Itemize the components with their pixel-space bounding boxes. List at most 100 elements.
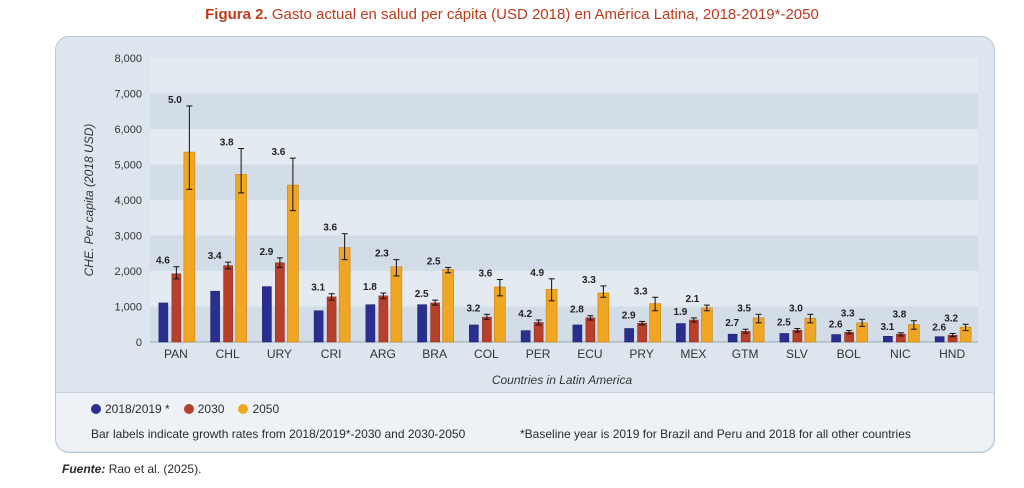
legend-label-2018: 2018/2019 * xyxy=(105,402,170,416)
grid-bands xyxy=(150,58,978,343)
y-tick-label: 7,000 xyxy=(114,89,142,101)
bars xyxy=(158,151,972,343)
data-label-ARG-1: 1.8 xyxy=(363,282,377,293)
note-bar-labels: Bar labels indicate growth rates from 20… xyxy=(91,427,466,441)
grid-band xyxy=(150,200,978,236)
bar-URY-1 xyxy=(275,262,285,343)
grid-band xyxy=(150,58,978,94)
bar-ARG-0 xyxy=(365,304,376,343)
legend-label-2030: 2030 xyxy=(197,402,225,416)
data-label-SLV-2: 3.0 xyxy=(789,303,803,314)
data-label-CHL-2: 3.8 xyxy=(220,138,234,149)
data-label-URY-1: 2.9 xyxy=(259,247,273,258)
data-label-MEX-1: 1.9 xyxy=(673,307,687,318)
category-label-COL: COL xyxy=(474,347,499,361)
data-label-CRI-2: 3.6 xyxy=(323,223,337,234)
bar-NIC-0 xyxy=(883,336,893,343)
grid-band xyxy=(150,271,978,307)
bar-PRY-0 xyxy=(624,328,634,343)
legend-swatch-2050 xyxy=(238,404,249,414)
bar-CRI-0 xyxy=(313,310,324,343)
grid-band xyxy=(150,164,978,200)
bar-COL-0 xyxy=(469,324,479,343)
data-label-ECU-2: 3.3 xyxy=(582,275,596,286)
data-label-MEX-2: 2.1 xyxy=(685,294,699,305)
figure-title-text: Gasto actual en salud per cápita (USD 20… xyxy=(271,6,819,23)
category-label-PER: PER xyxy=(526,347,551,361)
y-tick-label: 1,000 xyxy=(114,302,142,314)
bar-SLV-0 xyxy=(779,333,790,343)
data-label-GTM-2: 3.5 xyxy=(737,303,751,314)
source-label: Fuente: xyxy=(62,462,106,476)
bar-PRY-1 xyxy=(637,322,647,343)
bar-BRA-1 xyxy=(430,302,440,343)
data-label-NIC-1: 3.1 xyxy=(880,322,894,333)
category-label-PAN: PAN xyxy=(164,347,188,361)
data-label-HND-2: 3.2 xyxy=(944,313,958,324)
bar-GTM-0 xyxy=(727,333,738,343)
category-label-CRI: CRI xyxy=(321,347,342,361)
bar-ECU-1 xyxy=(585,317,596,343)
data-label-SLV-1: 2.5 xyxy=(777,318,791,329)
bar-MEX-1 xyxy=(689,319,699,343)
bar-ARG-1 xyxy=(378,295,389,343)
bar-CRI-2 xyxy=(338,247,351,343)
category-labels: PAN CHL URY CRI ARG BRA COL PER ECU PRY MEX GTM SLV B… xyxy=(164,347,965,361)
data-label-ECU-1: 2.8 xyxy=(570,305,584,316)
data-label-CRI-1: 3.1 xyxy=(311,283,325,294)
legend-swatch-2018 xyxy=(91,404,101,414)
data-label-PAN-1: 4.6 xyxy=(156,256,170,267)
data-label-PER-1: 4.2 xyxy=(518,309,532,320)
data-labels: 4.6 5.0 3.4 3.8 2.9 3.6 3.1 3.6 1.8 2.3 2.5 2.5 3.2 3… xyxy=(156,95,959,334)
bar-BOL-0 xyxy=(831,334,841,343)
legend-item-2030: 2030 xyxy=(183,402,225,416)
data-label-BRA-2: 2.5 xyxy=(427,256,441,267)
note-baseline-year: *Baseline year is 2019 for Brazil and Pe… xyxy=(520,427,911,441)
y-tick-label: 4,000 xyxy=(114,195,142,207)
legend-panel xyxy=(56,392,993,451)
bar-BRA-0 xyxy=(417,304,427,343)
legend-item-2050: 2050 xyxy=(238,402,279,416)
y-axis-ticks: 0 1,000 2,000 3,000 4,000 5,000 6,000 7,000 8,00… xyxy=(114,53,142,349)
category-label-ECU: ECU xyxy=(577,347,602,361)
category-label-NIC: NIC xyxy=(890,347,911,361)
category-label-PRY: PRY xyxy=(629,347,653,361)
y-tick-label: 0 xyxy=(136,337,142,349)
x-axis-label: Countries in Latin America xyxy=(492,373,633,387)
data-label-PAN-2: 5.0 xyxy=(168,95,182,106)
bar-COL-1 xyxy=(482,316,492,343)
legend-item-2018: 2018/2019 * xyxy=(91,402,170,416)
category-label-GTM: GTM xyxy=(732,347,759,361)
legend: 2018/2019 * 2030 2050 xyxy=(91,402,279,416)
y-tick-label: 2,000 xyxy=(114,266,142,278)
data-label-BRA-1: 2.5 xyxy=(415,289,429,300)
y-tick-label: 6,000 xyxy=(114,124,142,136)
category-label-CHL: CHL xyxy=(216,347,240,361)
source-text: Rao et al. (2025). xyxy=(108,462,202,476)
bar-BRA-2 xyxy=(442,269,454,343)
y-axis-label: CHE. Per capita (2018 USD) xyxy=(82,124,96,277)
bar-PAN-1 xyxy=(171,273,182,343)
grid-band xyxy=(150,93,978,129)
y-tick-label: 5,000 xyxy=(114,160,142,172)
data-label-CHL-1: 3.4 xyxy=(208,251,222,262)
category-label-BRA: BRA xyxy=(422,347,447,361)
grid-band xyxy=(150,235,978,271)
figure-title: Figura 2. Gasto actual en salud per cápi… xyxy=(0,6,1024,23)
category-label-MEX: MEX xyxy=(680,347,706,361)
data-label-COL-1: 3.2 xyxy=(466,303,480,314)
grid-band xyxy=(150,129,978,165)
data-label-PRY-1: 2.9 xyxy=(622,310,636,321)
bar-MEX-0 xyxy=(676,323,686,343)
data-label-BOL-2: 3.3 xyxy=(841,308,855,319)
bar-CHL-1 xyxy=(223,265,233,343)
data-label-ARG-2: 2.3 xyxy=(375,249,389,260)
bar-URY-0 xyxy=(262,286,272,343)
category-label-BOL: BOL xyxy=(837,347,861,361)
bar-PER-0 xyxy=(520,330,531,343)
bar-HND-0 xyxy=(934,336,945,343)
category-label-ARG: ARG xyxy=(370,347,396,361)
legend-swatch-2030 xyxy=(183,404,194,414)
data-label-HND-1: 2.6 xyxy=(932,322,946,333)
bar-ECU-2 xyxy=(597,292,610,343)
